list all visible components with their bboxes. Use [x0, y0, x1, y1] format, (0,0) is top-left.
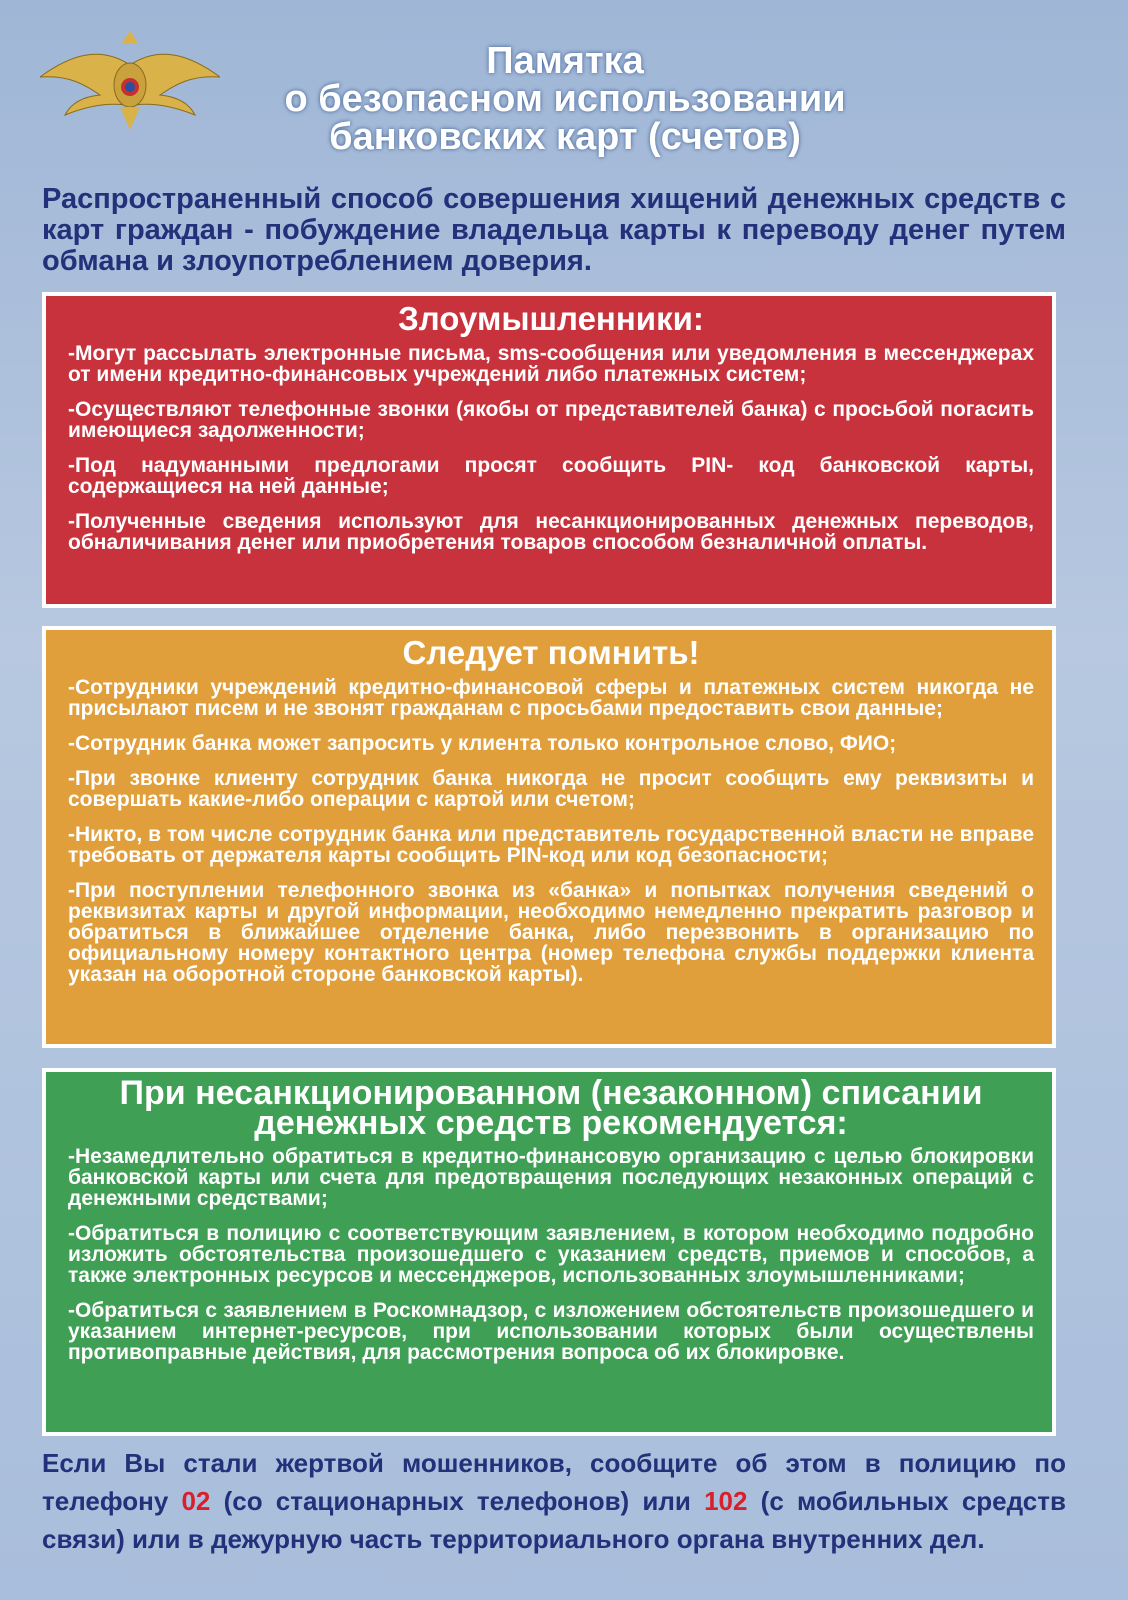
- section-title: Следует помнить!: [402, 634, 700, 671]
- section-title: Злоумышленники:: [398, 300, 704, 337]
- title: Памятка о безопасном использовании банковс…: [200, 42, 930, 156]
- section-title: При несанкционированном (незаконном) спи…: [119, 1074, 983, 1142]
- section-box: Злоумышленники: -Могут рассылать электрон…: [42, 292, 1056, 608]
- title-line: банковских карт (счетов): [329, 116, 801, 158]
- emblem: [40, 31, 220, 130]
- section-item: -Могут рассылать электронные письма, sms…: [68, 342, 1034, 386]
- section-item: -Сотрудники учреждений кредитно-финансов…: [68, 676, 1034, 720]
- title-line: о безопасном использовании: [284, 78, 846, 120]
- section-item: -Незамедлительно обратиться в кредитно-ф…: [68, 1145, 1034, 1210]
- footer-text: (с мобильных средств связи) или в дежурн…: [42, 1486, 1066, 1554]
- section-item: -Полученные сведения используют для неса…: [68, 510, 1034, 554]
- section-item: -Осуществляют телефонные звонки (якобы о…: [68, 398, 1034, 442]
- footer-text: Если Вы стали жертвой мошенников, сообщи…: [42, 1448, 1066, 1516]
- intro: Распространенный способ совершения хищен…: [42, 183, 1066, 277]
- footer-text: (со стационарных телефонов) или: [210, 1486, 705, 1516]
- title-line: Памятка: [486, 40, 644, 82]
- phone-number: 102: [704, 1486, 748, 1516]
- section-item: -При звонке клиенту сотрудник банка нико…: [68, 767, 1034, 811]
- section-item: -Обратиться в полицию с соответствующим …: [68, 1222, 1034, 1287]
- section-item: -Под надуманными предлогами просят сообщ…: [68, 454, 1034, 498]
- phone-number: 02: [181, 1486, 211, 1516]
- section-item: -Обратиться с заявлением в Роскомнадзор,…: [68, 1299, 1034, 1364]
- section-box: Следует помнить! -Сотрудники учреждений к…: [42, 626, 1056, 1048]
- section-item: -Сотрудник банка может запросить у клиен…: [68, 732, 897, 755]
- section-item: -Никто, в том числе сотрудник банка или …: [68, 823, 1034, 867]
- section-item: -При поступлении телефонного звонка из «…: [68, 879, 1034, 986]
- section-box: При несанкционированном (незаконном) спи…: [42, 1068, 1056, 1436]
- footer: Если Вы стали жертвой мошенников, сообщи…: [42, 1444, 1066, 1558]
